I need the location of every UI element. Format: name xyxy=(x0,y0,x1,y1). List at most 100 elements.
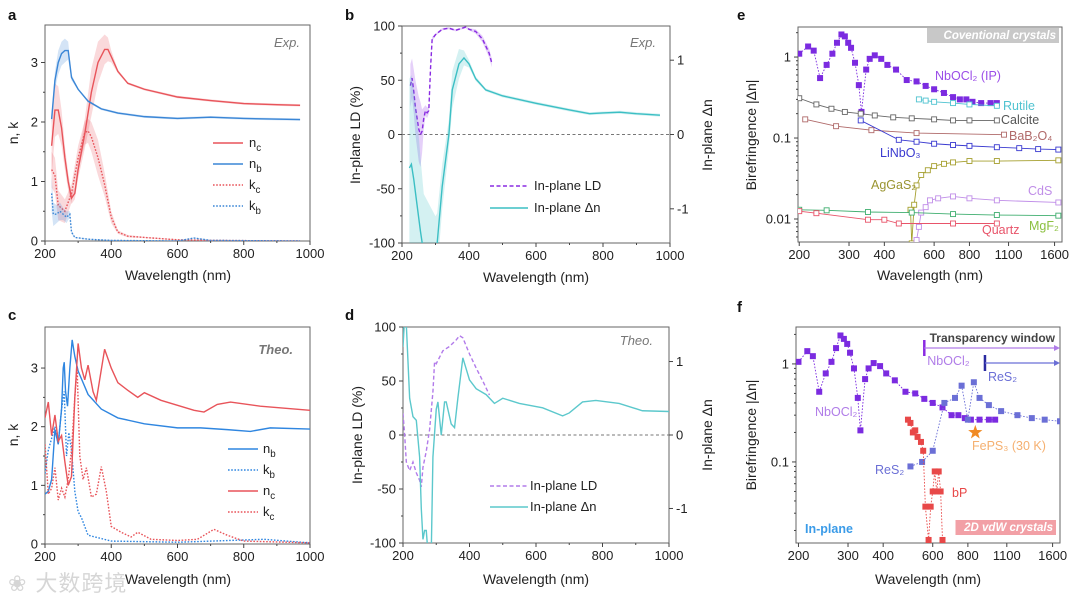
data-point xyxy=(841,33,848,40)
x-tick-label: 400 xyxy=(458,248,480,263)
data-point xyxy=(950,220,957,227)
data-point xyxy=(941,399,948,406)
data-point xyxy=(870,360,877,367)
data-point xyxy=(939,404,946,411)
data-point xyxy=(844,340,851,347)
series-line xyxy=(910,380,1060,467)
legend-label-main: k xyxy=(249,198,256,213)
x-tick-label: 600 xyxy=(922,548,944,563)
data-point xyxy=(955,412,962,419)
legend-label-subscript: c xyxy=(256,185,261,196)
x-tick-label: 600 xyxy=(923,247,945,262)
data-point xyxy=(966,101,973,108)
series-line xyxy=(50,193,301,241)
annotation-label: MgF₂ xyxy=(1029,219,1059,233)
y-axis-label: Birefringence |Δn| xyxy=(743,380,759,491)
x-tick-label: 200 xyxy=(34,549,56,564)
series-nc xyxy=(45,343,310,486)
x-axis-label: Wavelength (nm) xyxy=(125,571,231,587)
data-point xyxy=(1001,131,1007,138)
error-band xyxy=(51,119,301,241)
data-point xyxy=(833,39,840,46)
data-point xyxy=(958,382,965,389)
panel-letter: e xyxy=(737,7,745,24)
panel-e: e 200 300 400 600 800 1100 1600 0.01 0.1 1 Waveleng… xyxy=(737,7,1069,283)
x-tick-label: 200 xyxy=(788,247,810,262)
legend-label-subscript: c xyxy=(256,143,261,154)
y-tick-label: 0 xyxy=(31,537,38,552)
data-point xyxy=(864,209,871,215)
series-bp xyxy=(904,416,946,543)
panel-f: f 200 300 400 600 800 1100 1600 0.1 1 Wavelength (… xyxy=(737,299,1067,587)
legend-label: In-plane Δn xyxy=(534,200,601,215)
panel-tag: Theo. xyxy=(620,333,653,348)
legend-label-subscript: b xyxy=(270,449,276,460)
data-point xyxy=(895,136,902,143)
data-point xyxy=(937,488,944,495)
data-point xyxy=(985,402,992,409)
data-point xyxy=(993,197,1000,204)
y-tick-label: 50 xyxy=(382,374,396,389)
plot-frame xyxy=(795,326,1061,544)
data-point xyxy=(1055,146,1062,153)
y-tick-label: -100 xyxy=(369,236,395,251)
data-point xyxy=(857,110,864,117)
series-kc xyxy=(51,119,301,241)
x-tick-label: 800 xyxy=(959,247,981,262)
panel-letter: c xyxy=(8,307,16,324)
panel-d: d 200 400 600 800 1000 -100 -50 0 50 100 -1 0 1 In-pla… xyxy=(345,307,715,587)
data-point xyxy=(940,89,947,96)
legend-label-main: n xyxy=(249,135,256,150)
plot-area xyxy=(798,31,1062,242)
annotation-label: NbOCl₂ xyxy=(815,405,858,419)
data-point xyxy=(841,108,848,115)
data-point xyxy=(891,377,898,384)
series-calcite xyxy=(798,95,1000,124)
data-point xyxy=(925,536,932,543)
data-point xyxy=(921,395,928,402)
y-right-axis-label: In-plane Δn xyxy=(699,99,715,171)
y-tick-label: -50 xyxy=(376,181,395,196)
series-in-plane-ld xyxy=(403,334,491,488)
legend-label-subscript: b xyxy=(256,206,262,217)
data-point xyxy=(987,100,994,107)
data-point xyxy=(985,416,992,423)
data-point xyxy=(976,394,983,401)
x-tick-label: 1600 xyxy=(1038,548,1067,563)
data-point xyxy=(950,159,957,166)
data-point xyxy=(798,50,803,57)
data-point xyxy=(993,117,1000,124)
y-tick-label: 100 xyxy=(373,19,395,34)
data-point xyxy=(890,114,897,121)
y-right-tick-label: 0 xyxy=(676,428,683,443)
series-line xyxy=(50,49,301,121)
data-point xyxy=(913,138,920,145)
data-point xyxy=(847,349,854,356)
annotation-label: NbOCl₂ (IP) xyxy=(935,69,1001,83)
window-label: NbOCl₂ xyxy=(927,354,970,368)
plot-area xyxy=(50,34,301,241)
data-point xyxy=(964,416,971,423)
series-kb xyxy=(45,391,310,544)
legend-label: nb xyxy=(263,441,276,460)
data-point xyxy=(1016,145,1023,152)
data-point xyxy=(929,399,936,406)
series-rutile xyxy=(915,96,1000,109)
arrow-head-icon xyxy=(1054,345,1060,351)
data-point xyxy=(863,66,870,73)
legend-label: In-plane LD xyxy=(534,178,601,193)
data-point xyxy=(948,412,955,419)
data-point xyxy=(969,98,976,105)
x-axis-label: Wavelength (nm) xyxy=(125,267,231,283)
data-point xyxy=(866,55,873,62)
series-cds xyxy=(913,193,1062,242)
data-point xyxy=(929,447,936,454)
x-tick-label: 400 xyxy=(100,549,122,564)
data-point xyxy=(1028,415,1035,422)
panel-tag: 2D vdW crystals xyxy=(963,522,1053,534)
y-tick-label: 0 xyxy=(388,127,395,142)
legend-label: nc xyxy=(263,483,275,502)
data-point xyxy=(816,388,823,395)
data-point xyxy=(1014,412,1021,419)
